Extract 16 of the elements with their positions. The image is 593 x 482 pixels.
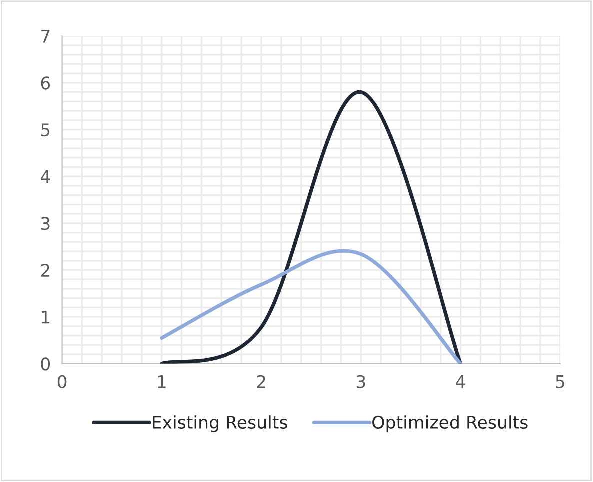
x-tick-label: 2 <box>257 375 266 388</box>
y-tick-label: 0 <box>41 358 50 371</box>
x-tick-label: 1 <box>158 376 166 388</box>
x-tick-label: 3 <box>356 375 366 388</box>
legend-label: Optimized Results <box>372 416 528 432</box>
y-tick-label: 2 <box>41 264 50 277</box>
y-tick-label: 1 <box>42 311 50 324</box>
y-tick-label: 5 <box>41 124 50 137</box>
x-tick-label: 4 <box>456 376 466 388</box>
x-tick-label: 5 <box>556 376 564 388</box>
legend-label: Existing Results <box>152 416 288 432</box>
y-tick-label: 3 <box>41 217 50 230</box>
y-tick-label: 7 <box>42 30 50 43</box>
x-tick-label: 0 <box>58 375 67 388</box>
y-tick-label: 6 <box>41 76 50 90</box>
y-tick-label: 4 <box>40 170 50 184</box>
